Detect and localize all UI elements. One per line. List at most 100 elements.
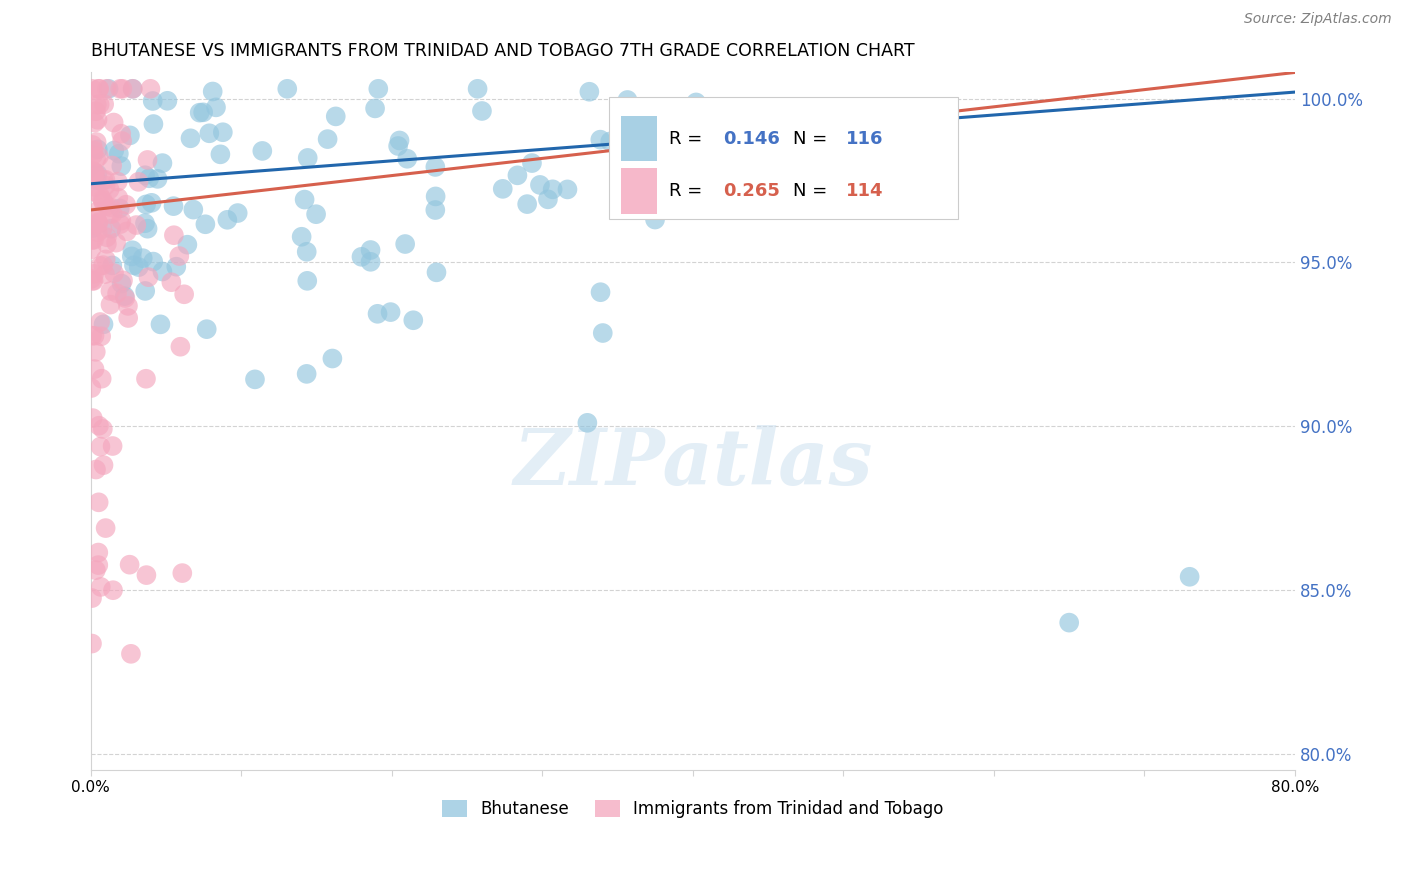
Point — [367, 307, 389, 321]
Point — [387, 139, 409, 153]
Point — [152, 264, 174, 278]
Point — [138, 270, 160, 285]
Point — [576, 416, 599, 430]
Point — [537, 192, 560, 206]
Point — [83, 171, 105, 186]
Point — [82, 328, 104, 343]
Point — [425, 202, 447, 217]
Point — [93, 97, 115, 112]
Point — [471, 103, 494, 118]
Point — [82, 274, 104, 288]
Point — [91, 258, 114, 272]
Point — [675, 161, 697, 175]
Point — [132, 251, 155, 265]
Point — [100, 221, 122, 235]
Point — [117, 299, 139, 313]
Point — [94, 178, 117, 193]
Point — [94, 172, 117, 186]
Point — [80, 242, 103, 256]
Point — [80, 82, 103, 96]
Point — [98, 182, 121, 196]
Point — [121, 244, 143, 258]
Point — [111, 82, 134, 96]
Point — [122, 258, 145, 272]
Point — [90, 329, 112, 343]
Point — [80, 591, 103, 605]
Point — [89, 315, 111, 329]
Point — [86, 97, 108, 112]
Point — [107, 191, 129, 205]
Point — [125, 218, 148, 232]
Point — [89, 440, 111, 454]
Point — [136, 153, 159, 167]
Point — [121, 82, 143, 96]
Point — [108, 202, 131, 216]
Point — [84, 344, 107, 359]
Point — [101, 207, 124, 221]
Point — [191, 105, 214, 120]
Point — [176, 237, 198, 252]
Point — [89, 259, 111, 273]
Text: BHUTANESE VS IMMIGRANTS FROM TRINIDAD AND TOBAGO 7TH GRADE CORRELATION CHART: BHUTANESE VS IMMIGRANTS FROM TRINIDAD AN… — [90, 42, 914, 60]
Point — [83, 165, 105, 179]
Point — [101, 259, 124, 273]
Point — [135, 372, 157, 386]
Point — [86, 204, 108, 219]
Point — [350, 250, 373, 264]
Point — [117, 310, 139, 325]
Text: 114: 114 — [846, 182, 883, 200]
Point — [105, 286, 128, 301]
Point — [86, 167, 108, 181]
Legend: Bhutanese, Immigrants from Trinidad and Tobago: Bhutanese, Immigrants from Trinidad and … — [436, 793, 950, 824]
Point — [637, 110, 659, 124]
Point — [89, 97, 111, 112]
Point — [83, 143, 105, 157]
Point — [96, 236, 118, 251]
FancyBboxPatch shape — [620, 169, 657, 214]
Point — [169, 340, 191, 354]
Point — [83, 115, 105, 129]
Point — [84, 104, 107, 119]
Point — [141, 195, 163, 210]
Point — [86, 173, 108, 187]
Point — [181, 202, 204, 217]
Point — [142, 117, 165, 131]
Point — [316, 132, 339, 146]
Point — [105, 235, 128, 250]
Point — [492, 182, 515, 196]
Point — [201, 85, 224, 99]
Text: 116: 116 — [846, 129, 883, 148]
Point — [173, 287, 195, 301]
Point — [111, 134, 134, 148]
Point — [685, 95, 707, 110]
Point — [529, 178, 551, 192]
Point — [205, 100, 228, 114]
Point — [83, 362, 105, 376]
Point — [87, 495, 110, 509]
Point — [86, 135, 108, 149]
Point — [325, 109, 347, 123]
Point — [89, 189, 111, 203]
Point — [115, 197, 138, 211]
Point — [82, 137, 104, 152]
Point — [80, 381, 103, 395]
FancyBboxPatch shape — [609, 97, 957, 219]
Point — [103, 144, 125, 158]
Point — [165, 260, 187, 274]
Point — [134, 284, 156, 298]
Point — [87, 558, 110, 573]
Point — [188, 105, 211, 120]
Point — [467, 82, 489, 96]
Point — [297, 274, 319, 288]
Point — [136, 221, 159, 235]
Point — [94, 267, 117, 281]
Point — [252, 144, 274, 158]
Point — [98, 207, 121, 221]
Point — [80, 233, 103, 247]
Point — [134, 216, 156, 230]
Point — [84, 166, 107, 180]
Point — [557, 182, 579, 196]
Point — [96, 199, 118, 213]
Point — [83, 180, 105, 194]
Text: R =: R = — [669, 129, 707, 148]
